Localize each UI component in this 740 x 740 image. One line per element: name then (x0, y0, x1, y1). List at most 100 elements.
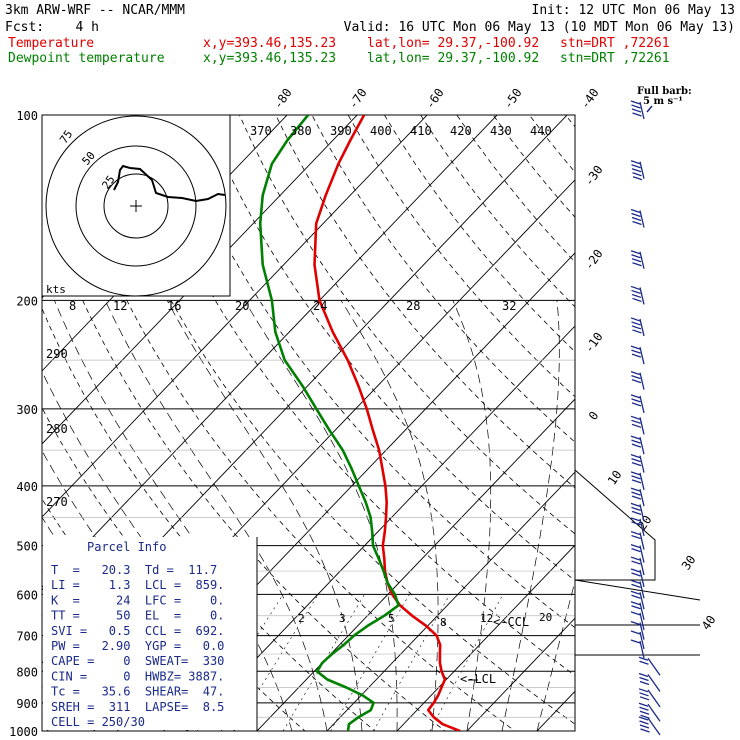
wind-barb-staff (639, 455, 645, 473)
wind-barb-flag (630, 317, 641, 322)
wind-barb-flag (631, 495, 642, 500)
temperature-tick-label: -10 (582, 330, 606, 356)
theta-left-label: 290 (46, 347, 68, 361)
isotherm-line (466, 617, 575, 731)
pressure-tick-label: 800 (16, 665, 38, 679)
pressure-tick-label: 200 (16, 294, 38, 308)
temperature-tick-label: -70 (346, 86, 370, 112)
wind-barb-flag (630, 568, 641, 573)
wind-barb-staff (639, 488, 645, 507)
hodograph-x-tick-label: 28 (406, 299, 420, 313)
parcel-info-row: Tc = 35.6 SHEAR= 47. (51, 685, 224, 699)
wind-barb-flag (631, 479, 642, 484)
wind-barb-flag (631, 375, 641, 380)
mixing-ratio-label: 2 (298, 612, 305, 625)
wind-barb-staff (647, 657, 661, 676)
temperature-tick-label: 20 (635, 513, 655, 533)
theta-top-label: 390 (330, 124, 352, 138)
wind-barb-staff (639, 472, 645, 491)
mixing-ratio-label: 20 (539, 611, 552, 624)
wind-barb-flag (631, 594, 641, 599)
wind-barb (630, 620, 645, 640)
mixing-ratio-label: 5 (388, 612, 395, 625)
wind-barb-staff (639, 581, 645, 599)
dewpoint-xy: x,y=393.46,135.23 (203, 51, 336, 66)
wind-barb-flag (630, 435, 641, 440)
hodograph-ring-label-25: 25 (99, 173, 117, 191)
wind-barb (630, 517, 645, 536)
wind-barb-flag (631, 325, 642, 330)
wind-barb-flag (639, 720, 649, 725)
wind-barb (630, 250, 645, 269)
wind-barb-flag (631, 419, 641, 424)
wind-barb-flag (631, 398, 641, 403)
parcel-info-row: SREH = 311 LAPSE= 8.5 (51, 700, 224, 714)
parcel-info-rows: T = 20.3 Td = 11.7LI = 1.3 LCL = 859.K =… (51, 563, 224, 729)
wind-barb-flag (632, 172, 642, 177)
temperature-legend-label: Temperature (8, 36, 94, 51)
moist-adiabat-line (452, 300, 492, 731)
wind-barb-flag (639, 676, 649, 682)
wind-barb-flag (631, 353, 642, 358)
wind-barb (630, 568, 645, 588)
wind-barb-staff (639, 532, 645, 550)
temperature-tick-label: -20 (582, 247, 606, 273)
wind-barb (630, 611, 645, 631)
wind-barb-flag (630, 208, 641, 214)
mixing-ratio-line (282, 594, 365, 731)
theta-left-label: 270 (46, 495, 68, 509)
wind-barb-flag (631, 560, 641, 565)
wind-barb (630, 394, 645, 414)
pressure-tick-label: 600 (16, 588, 38, 602)
chart-header: 3km ARW-WRF -- NCAR/MMM Init: 12 UTC Mon… (5, 3, 735, 66)
mixing-ratio-label: 3 (339, 612, 346, 625)
dewpoint-trace (258, 115, 400, 731)
dry-adiabat-line (420, 115, 575, 308)
wind-barb-flag (631, 510, 642, 515)
dry-adiabat-line (456, 115, 575, 263)
wind-barb (630, 285, 645, 305)
dry-adiabat-line (492, 115, 575, 218)
wind-barb-staff (647, 674, 661, 692)
theta-top-label: 370 (250, 124, 272, 138)
barb-key: Full barb: 5 m s⁻¹ (637, 86, 692, 107)
hodograph-plus-marker (130, 200, 142, 212)
wind-barb-flag (631, 216, 642, 222)
wind-barb-staff (639, 346, 645, 365)
mixing-ratio-label: 12 (480, 612, 493, 625)
wind-barb-staff (639, 518, 645, 536)
wind-barb-flag (630, 487, 641, 492)
parcel-info-row: K = 24 LFC = 0. (51, 593, 224, 607)
wind-barb-staff (639, 101, 645, 120)
wind-barb-staff (639, 545, 645, 563)
temperature-tick-label: 10 (605, 468, 625, 488)
wind-barbs (630, 100, 661, 736)
wind-barb-flag (640, 728, 650, 733)
isotherm-line (42, 115, 428, 518)
model-title: 3km ARW-WRF -- NCAR/MMM (5, 3, 185, 18)
wind-barb-flag (630, 345, 641, 350)
wind-barb-flag (630, 250, 641, 255)
hodograph-ring-25 (103, 173, 169, 239)
wind-barb-flag (630, 371, 641, 376)
wind-barb-flag (630, 394, 641, 399)
wind-barb-staff (639, 251, 645, 269)
wind-barb-flag (639, 724, 650, 729)
wind-barb-flag (630, 556, 641, 561)
wind-barb-flag (631, 439, 641, 444)
wind-barb-flag (630, 160, 641, 165)
isotherm-line (326, 471, 575, 731)
wind-barb-flag (631, 289, 641, 295)
wind-barb-flag (639, 680, 650, 686)
wind-barb-flag (631, 548, 641, 553)
wind-barb-flag (631, 349, 641, 354)
wind-barb-staff (639, 436, 645, 455)
wind-barb-staff (639, 504, 645, 522)
dry-adiabat-line (202, 115, 575, 581)
temperature-tick-label: 40 (699, 613, 719, 633)
wind-barb-flag (638, 702, 649, 707)
parcel-info-row: CELL = 250/30 (51, 715, 145, 729)
wind-barb-staff (647, 689, 661, 708)
wind-barb (630, 415, 645, 435)
